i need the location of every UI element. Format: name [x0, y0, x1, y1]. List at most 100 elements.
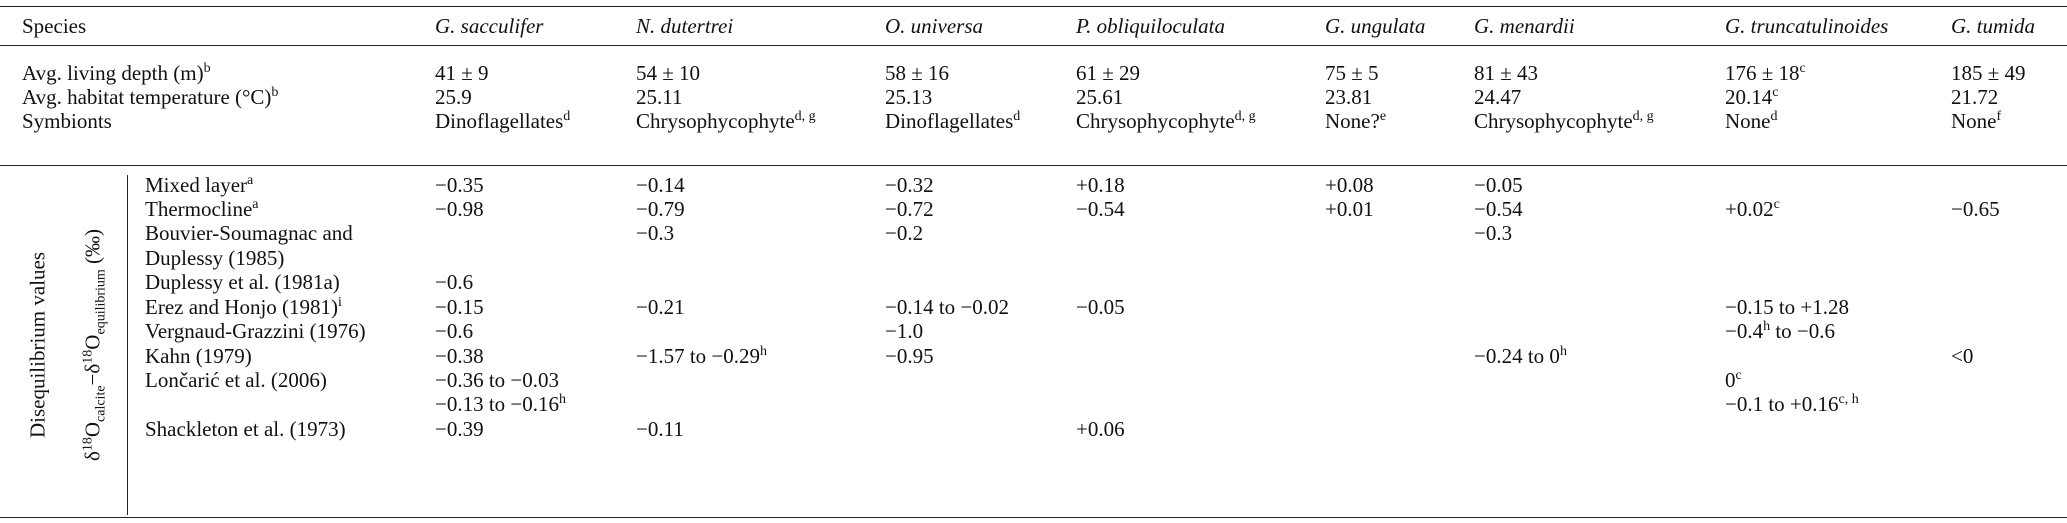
property-cell: 185 ± 49 [1951, 63, 2026, 84]
species-header: G. sacculifer [435, 14, 544, 38]
cell-value: +0.18 [1076, 173, 1125, 197]
disequilibrium-cell: −0.24 to 0h [1474, 344, 1567, 367]
study-label-text: Erez and Honjo (1981) [145, 295, 339, 319]
property-cell: 176 ± 18c [1725, 61, 1806, 85]
cell-value: 176 ± 18 [1725, 61, 1800, 85]
disequilibrium-cell: −0.4h to −0.6 [1725, 319, 1835, 342]
cell-value: 185 ± 49 [1951, 61, 2026, 85]
cell-value: −0.1 to +0.16 [1725, 392, 1839, 416]
property-cell: 25.11 [636, 87, 682, 108]
cell-value: None [1725, 109, 1771, 133]
delta-o18-axis-label: δ18Ocalcite−δ18Oequilibrium (‰) [80, 228, 109, 461]
property-cell: 75 ± 5 [1325, 63, 1379, 84]
cell-footnote: e [1379, 109, 1387, 124]
cell-value: −0.39 [435, 417, 484, 441]
cell-value: −0.32 [885, 173, 934, 197]
cell-value: −0.11 [636, 417, 684, 441]
disequilibrium-cell: +0.18 [1076, 175, 1125, 196]
disequilibrium-cell: −0.38 [435, 346, 484, 367]
cell-value: −0.3 [1474, 221, 1513, 245]
cell-value: −0.05 [1474, 173, 1523, 197]
disequilibrium-cell: <0 [1951, 346, 1973, 367]
cell-value: −0.14 [636, 173, 685, 197]
cell-value: Chrysophycophyte [1474, 109, 1633, 133]
species-header: P. obliquiloculata [1076, 14, 1225, 38]
study-label-text: Duplessy et al. (1981a) [145, 270, 340, 294]
property-cell: 25.9 [435, 87, 472, 108]
cell-value: −0.15 [435, 295, 484, 319]
disequilibrium-cell: −0.11 [636, 419, 684, 440]
property-cell: Dinoflagellatesd [435, 110, 570, 132]
disequilibrium-cell: −1.57 to −0.29h [636, 344, 768, 368]
cell-value: +0.08 [1325, 173, 1374, 197]
cell-value: Dinoflagellates [885, 109, 1014, 133]
property-footnote: b [203, 61, 211, 76]
disequilibrium-cell: −0.54 [1076, 199, 1125, 220]
study-label-text: Bouvier-Soumagnac and [145, 221, 353, 245]
property-cell: Chrysophycophyted, g [1076, 109, 1256, 133]
disequilibrium-axis-label: Disequilibrium values [25, 251, 50, 439]
cell-value: −1.0 [885, 319, 924, 343]
property-cell: 41 ± 9 [435, 63, 489, 84]
disequilibrium-cell: −0.13 to −0.16h [435, 392, 567, 415]
study-label: Vergnaud-Grazzini (1976) [145, 321, 366, 342]
study-label: Bouvier-Soumagnac and [145, 223, 353, 244]
property-cell: None?e [1325, 109, 1387, 132]
disequilibrium-cell: −0.6 [435, 272, 473, 293]
header-rule [0, 45, 2067, 46]
property-cell: 58 ± 16 [885, 63, 949, 84]
section-rule [0, 165, 2067, 166]
study-label: Thermoclinea [145, 197, 259, 220]
property-cell: 61 ± 29 [1076, 63, 1140, 84]
cell-value: −0.36 to −0.03 [435, 368, 560, 392]
disequilibrium-cell: −0.1 to +0.16c, h [1725, 392, 1859, 416]
cell-value: 24.47 [1474, 85, 1522, 109]
cell-value: −1.57 to −0.29 [636, 344, 761, 368]
study-label: Erez and Honjo (1981)i [145, 295, 342, 319]
cell-value: 25.61 [1076, 85, 1124, 109]
cell-value: −0.95 [885, 344, 934, 368]
property-label-text: Symbionts [22, 109, 112, 133]
cell-value: Chrysophycophyte [1076, 109, 1235, 133]
study-label-text: Vergnaud-Grazzini (1976) [145, 319, 366, 343]
study-label: Duplessy (1985) [145, 248, 284, 269]
cell-value: 23.81 [1325, 85, 1373, 109]
study-label-text: Kahn (1979) [145, 344, 252, 368]
study-label: Mixed layera [145, 174, 253, 196]
cell-footnote: h [559, 392, 567, 407]
cell-value: 20.14 [1725, 85, 1773, 109]
delta-symbol-2: δ [80, 363, 105, 374]
cell-footnote: d, g [1632, 109, 1654, 124]
cell-value: None [1951, 109, 1997, 133]
property-label-text: Avg. living depth (m) [22, 61, 204, 85]
permil-unit: (‰) [80, 228, 105, 264]
property-cell: 25.61 [1076, 87, 1123, 108]
disequilibrium-cell: −0.21 [636, 297, 685, 318]
study-label: Lončarić et al. (2006) [145, 370, 327, 391]
cell-footnote: c [1799, 61, 1806, 76]
bottom-rule [0, 517, 2067, 518]
disequilibrium-cell: −0.15 to +1.28 [1725, 297, 1849, 318]
species-header: G. tumida [1951, 14, 2035, 38]
species-header: G. menardii [1474, 14, 1575, 38]
study-label-text: Shackleton et al. (1973) [145, 417, 346, 441]
cell-value: −0.38 [435, 344, 484, 368]
cell-value: −0.14 to −0.02 [885, 295, 1010, 319]
property-cell: Noned [1725, 109, 1778, 133]
cell-value: −0.21 [636, 295, 685, 319]
cell-footnote: h [1763, 319, 1771, 334]
property-cell: 25.13 [885, 87, 932, 108]
disequilibrium-cell: −0.14 [636, 175, 685, 196]
property-cell: 24.47 [1474, 87, 1521, 108]
disequilibrium-cell: +0.08 [1325, 175, 1374, 196]
property-cell: 23.81 [1325, 87, 1372, 108]
oxygen-symbol-1: O [80, 421, 105, 438]
top-rule [0, 6, 2067, 7]
cell-footnote: h [1559, 344, 1567, 359]
property-cell: Dinoflagellatesd [885, 109, 1020, 133]
subscript-calcite: calcite [93, 385, 109, 422]
study-footnote: a [252, 197, 259, 212]
cell-footnote: h [760, 344, 768, 359]
disequilibrium-cell: −0.72 [885, 199, 934, 220]
cell-footnote: f [1996, 109, 2002, 124]
